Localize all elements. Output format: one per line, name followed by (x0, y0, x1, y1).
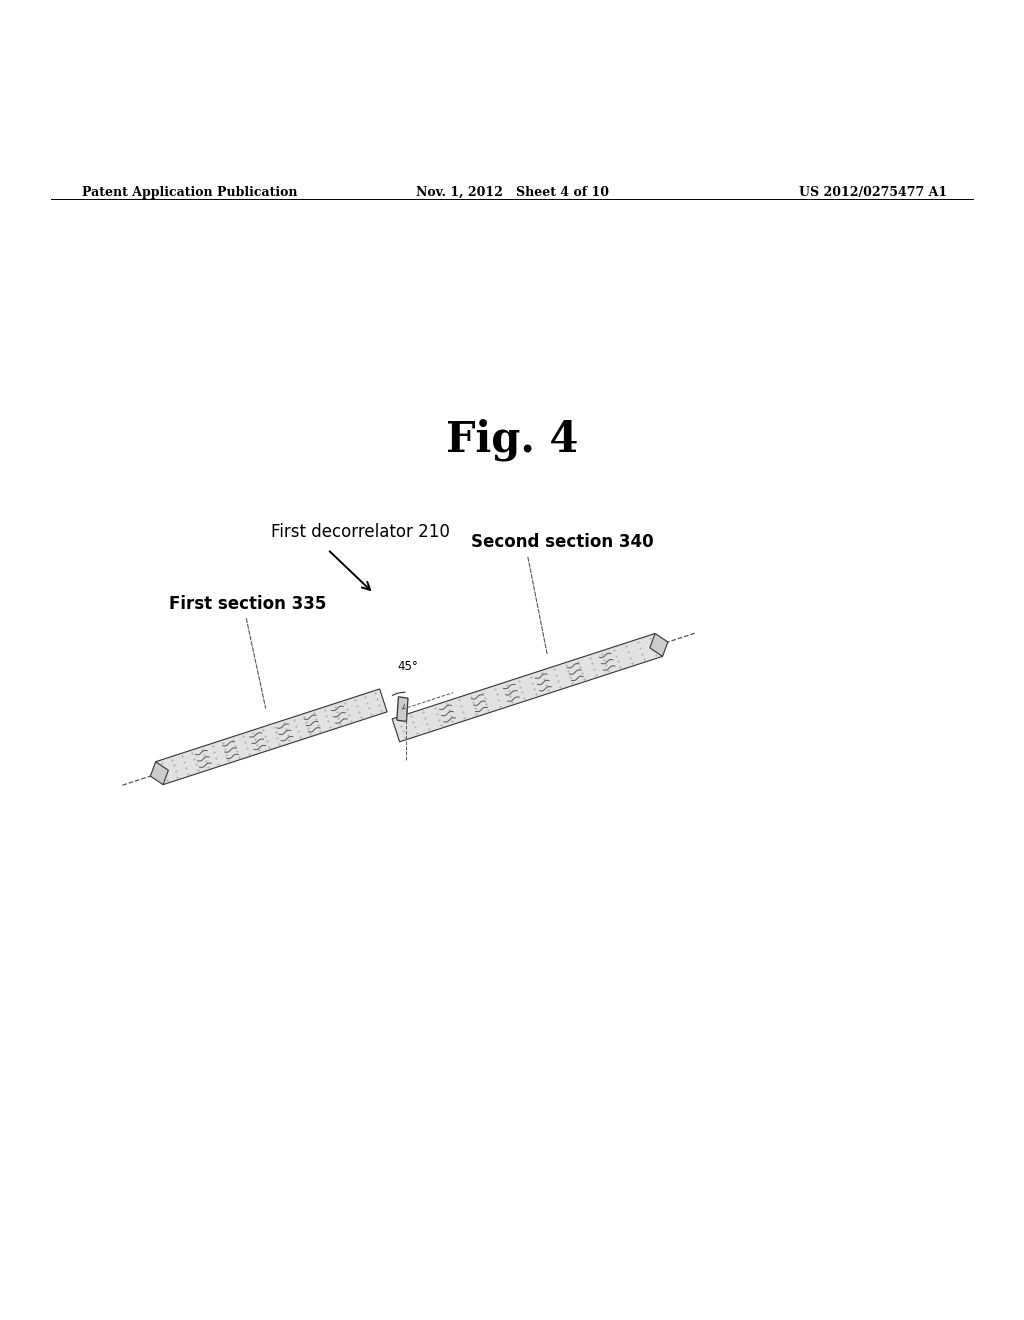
Text: 45°: 45° (397, 660, 418, 673)
Polygon shape (151, 762, 168, 784)
Polygon shape (392, 634, 663, 742)
Polygon shape (397, 697, 408, 722)
Text: First section 335: First section 335 (169, 595, 327, 612)
Text: Patent Application Publication: Patent Application Publication (82, 186, 297, 199)
Text: First decorrelator 210: First decorrelator 210 (271, 523, 451, 541)
Text: Nov. 1, 2012   Sheet 4 of 10: Nov. 1, 2012 Sheet 4 of 10 (416, 186, 608, 199)
Text: US 2012/0275477 A1: US 2012/0275477 A1 (799, 186, 947, 199)
Polygon shape (650, 634, 668, 656)
Polygon shape (156, 689, 387, 784)
Text: Fig. 4: Fig. 4 (445, 418, 579, 461)
Text: Second section 340: Second section 340 (471, 533, 653, 552)
